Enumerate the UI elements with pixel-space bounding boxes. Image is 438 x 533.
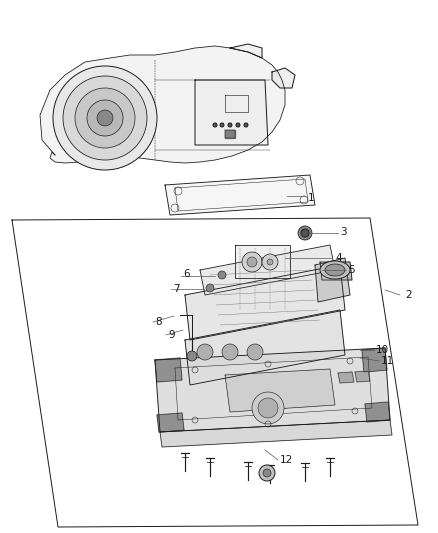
Circle shape [206, 284, 214, 292]
Polygon shape [165, 175, 315, 215]
Polygon shape [355, 371, 370, 382]
Circle shape [97, 110, 113, 126]
Polygon shape [157, 413, 184, 432]
Circle shape [197, 344, 213, 360]
Circle shape [252, 392, 284, 424]
Circle shape [244, 123, 248, 127]
Polygon shape [185, 310, 345, 385]
Text: 6: 6 [183, 269, 190, 279]
Circle shape [220, 123, 224, 127]
Circle shape [63, 76, 147, 160]
Circle shape [298, 226, 312, 240]
Circle shape [222, 344, 238, 360]
Circle shape [247, 257, 257, 267]
Circle shape [267, 259, 273, 265]
Polygon shape [235, 245, 290, 278]
Circle shape [236, 123, 240, 127]
Polygon shape [315, 258, 350, 302]
Polygon shape [272, 68, 295, 88]
Polygon shape [195, 80, 268, 145]
Circle shape [228, 123, 232, 127]
Text: 5: 5 [348, 265, 355, 275]
Text: 3: 3 [340, 227, 346, 237]
Polygon shape [200, 245, 335, 295]
Polygon shape [320, 262, 352, 280]
Text: 10: 10 [376, 345, 389, 355]
Text: 4: 4 [335, 253, 342, 263]
Polygon shape [160, 420, 392, 447]
Circle shape [187, 351, 197, 361]
Ellipse shape [325, 264, 345, 276]
Polygon shape [230, 44, 262, 58]
Polygon shape [40, 46, 285, 163]
Circle shape [301, 229, 309, 237]
Polygon shape [155, 358, 182, 382]
Polygon shape [225, 369, 335, 412]
Polygon shape [338, 372, 354, 383]
Circle shape [53, 66, 157, 170]
Polygon shape [175, 357, 372, 420]
Circle shape [87, 100, 123, 136]
Circle shape [263, 469, 271, 477]
Circle shape [262, 254, 278, 270]
Polygon shape [362, 348, 387, 372]
Circle shape [259, 465, 275, 481]
Circle shape [247, 344, 263, 360]
Text: 2: 2 [405, 290, 412, 300]
Text: 11: 11 [381, 356, 394, 366]
Circle shape [242, 252, 262, 272]
Circle shape [75, 88, 135, 148]
Text: 8: 8 [155, 317, 162, 327]
Text: 7: 7 [173, 284, 180, 294]
Circle shape [218, 271, 226, 279]
Text: 9: 9 [168, 330, 175, 340]
Circle shape [258, 398, 278, 418]
Ellipse shape [320, 261, 350, 279]
Polygon shape [155, 348, 390, 432]
Polygon shape [185, 265, 345, 340]
Polygon shape [225, 130, 235, 138]
Text: 1: 1 [308, 193, 314, 203]
Polygon shape [365, 402, 390, 422]
Circle shape [213, 123, 217, 127]
Text: 12: 12 [280, 455, 293, 465]
